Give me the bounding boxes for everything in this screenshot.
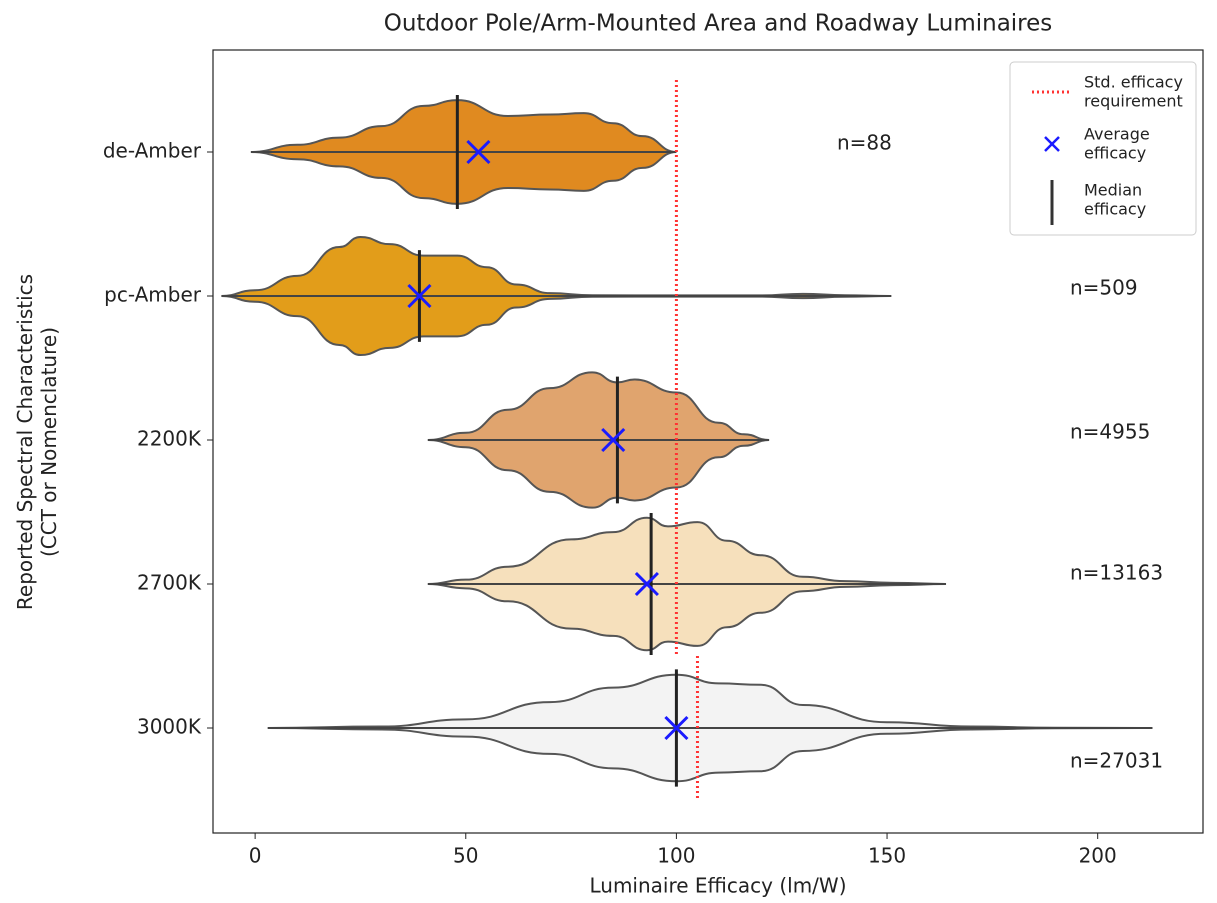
mean-stroke (601, 427, 626, 453)
mean-stroke (664, 715, 689, 741)
n-label: n=13163 (1070, 561, 1163, 585)
y-tick-label: pc-Amber (104, 283, 202, 307)
y-tick-label: 2200K (137, 427, 202, 451)
legend-mean-swatch (1044, 136, 1060, 152)
x-tick-label: 50 (453, 844, 478, 868)
n-label: n=27031 (1070, 749, 1163, 773)
mean-stroke (466, 139, 491, 165)
mean-marker (664, 715, 689, 741)
mean-stroke (634, 571, 659, 597)
mean-marker (601, 427, 626, 453)
mean-marker (407, 283, 432, 309)
y-tick-label: de-Amber (103, 139, 202, 163)
legend-box (1009, 61, 1197, 236)
mean-marker (634, 571, 659, 597)
y-tick-label: 3000K (137, 715, 202, 739)
mean-stroke (407, 283, 432, 309)
x-tick-label: 0 (249, 844, 262, 868)
legend-label: Average efficacy (1084, 124, 1150, 162)
plot-frame (212, 49, 1204, 834)
legend-label: Std. efficacy requirement (1084, 72, 1183, 110)
y-axis-label: Reported Spectral Characteristics(CCT or… (13, 274, 61, 610)
x-tick-label: 100 (657, 844, 695, 868)
n-label: n=88 (837, 131, 892, 155)
mean-marker (466, 139, 491, 165)
y-tick-label: 2700K (137, 571, 202, 595)
legend-label: Median efficacy (1084, 180, 1146, 218)
x-tick-label: 150 (868, 844, 906, 868)
n-label: n=4955 (1070, 420, 1150, 444)
n-label: n=509 (1070, 276, 1138, 300)
x-axis-label: Luminaire Efficacy (lm/W) (589, 874, 846, 898)
chart-title: Outdoor Pole/Arm-Mounted Area and Roadwa… (384, 11, 1053, 37)
x-tick-label: 200 (1079, 844, 1117, 868)
